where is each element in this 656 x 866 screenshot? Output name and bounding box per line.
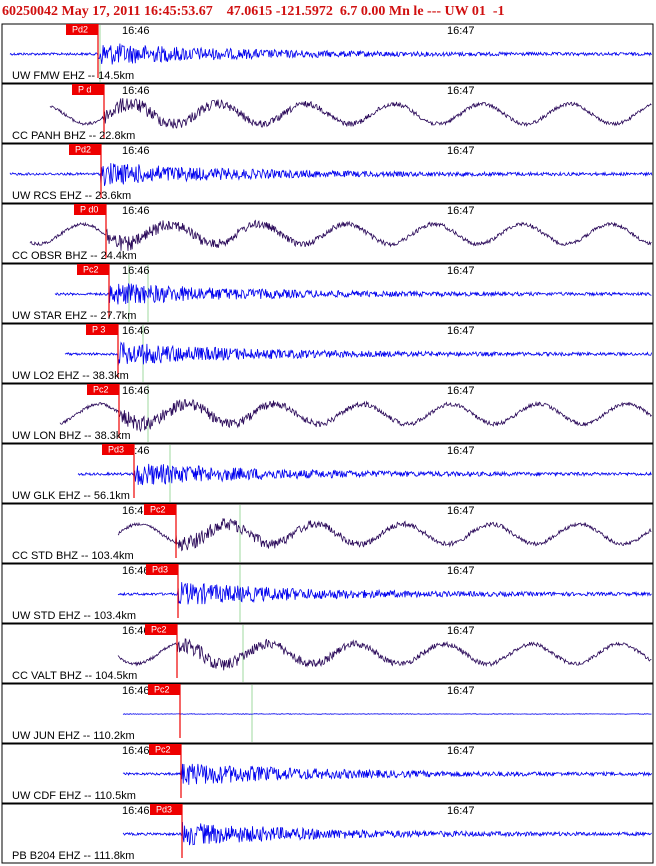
pick-box xyxy=(144,504,176,515)
station-label: UW RCS EHZ -- 23.6km xyxy=(12,190,131,202)
waveform xyxy=(29,219,652,251)
time-label: 16:47 xyxy=(447,505,475,517)
pick-box xyxy=(146,564,178,575)
time-label: 16:46 xyxy=(122,205,150,217)
station-label: CC PANH BHZ -- 22.8km xyxy=(12,130,135,142)
time-label: 16:47 xyxy=(447,805,475,817)
waveform xyxy=(64,341,652,366)
time-label: 16:47 xyxy=(447,85,475,97)
waveform xyxy=(122,713,652,715)
station-label: UW CDF EHZ -- 110.5km xyxy=(12,790,136,802)
pick-box xyxy=(66,24,98,35)
pick-box xyxy=(145,624,177,635)
waveform xyxy=(9,163,653,187)
time-label: 16:47 xyxy=(447,145,475,157)
pick-label: Pd3 xyxy=(156,804,172,814)
time-label: 16:46 xyxy=(122,505,150,517)
pick-box xyxy=(87,384,119,395)
trace-panel xyxy=(1,503,654,564)
pick-label: Pd3 xyxy=(152,564,168,574)
time-label: 16:47 xyxy=(447,325,475,337)
pick-label: P 3 xyxy=(92,324,105,334)
waveform xyxy=(54,282,652,305)
pick-label: Pd2 xyxy=(75,144,91,154)
time-label: 16:47 xyxy=(447,385,475,397)
time-label: 16:46 xyxy=(122,565,150,577)
station-label: UW LON BHZ -- 38.3km xyxy=(12,430,131,442)
station-label: CC STD BHZ -- 103.4km xyxy=(12,550,134,562)
pick-box xyxy=(77,264,109,275)
time-label: 16:47 xyxy=(447,625,475,637)
trace-panel xyxy=(1,623,654,684)
pick-label: Pc2 xyxy=(93,384,109,394)
time-label: 16:47 xyxy=(447,685,475,697)
trace-panel xyxy=(1,743,654,804)
pick-label: Pc2 xyxy=(150,504,166,514)
pick-label: Pc2 xyxy=(83,264,99,274)
waveform xyxy=(9,43,653,65)
waveform xyxy=(77,463,652,486)
time-label: 16:46 xyxy=(122,385,150,397)
station-label: CC OBSR BHZ -- 24.4km xyxy=(12,250,137,262)
pick-box xyxy=(102,444,134,455)
pick-label: Pc2 xyxy=(155,744,171,754)
time-label: 16:46 xyxy=(122,145,150,157)
time-label: 16:46 xyxy=(122,25,150,37)
pick-box xyxy=(72,84,104,95)
time-label: 16:46 xyxy=(122,265,150,277)
waveform xyxy=(122,821,652,846)
station-label: PB B204 EHZ -- 111.8km xyxy=(12,850,134,862)
time-label: 16:47 xyxy=(447,25,475,37)
station-label: CC VALT BHZ -- 104.5km xyxy=(12,670,137,682)
time-label: 16:47 xyxy=(447,565,475,577)
pick-box xyxy=(148,684,180,695)
time-label: 16:47 xyxy=(447,745,475,757)
time-label: 16:46 xyxy=(122,805,150,817)
time-label: 16:47 xyxy=(447,265,475,277)
station-label: UW GLK EHZ -- 56.1km xyxy=(12,490,130,502)
time-label: 16:46 xyxy=(122,325,150,337)
pick-label: Pd2 xyxy=(72,24,88,34)
waveform xyxy=(117,638,652,671)
time-label: 16:46 xyxy=(122,625,150,637)
time-label: 16:46 xyxy=(122,85,150,97)
pick-label: Pc2 xyxy=(151,624,167,634)
station-label: UW JUN EHZ -- 110.2km xyxy=(12,730,135,742)
pick-label: P d xyxy=(78,84,91,94)
time-label: 16:46 xyxy=(122,685,150,697)
pick-box xyxy=(69,144,101,155)
station-label: UW STD EHZ -- 103.4km xyxy=(12,610,136,622)
waveform xyxy=(122,763,652,785)
waveform xyxy=(117,518,652,552)
time-label: 16:46 xyxy=(122,745,150,757)
waveform xyxy=(117,582,652,605)
station-label: UW STAR EHZ -- 27.7km xyxy=(12,310,136,322)
time-label: 16:47 xyxy=(447,445,475,457)
waveform xyxy=(59,398,652,433)
event-header: 60250042 May 17, 2011 16:45:53.67 47.061… xyxy=(2,4,505,19)
pick-label: Pc2 xyxy=(154,684,170,694)
station-label: UW FMW EHZ -- 14.5km xyxy=(12,70,134,82)
station-label: UW LO2 EHZ -- 38.3km xyxy=(12,370,129,382)
pick-box xyxy=(86,324,118,335)
trace-panel xyxy=(1,563,654,624)
pick-box xyxy=(149,744,181,755)
time-label: 16:47 xyxy=(447,205,475,217)
pick-label: Pd3 xyxy=(108,444,124,454)
pick-box xyxy=(74,204,106,215)
pick-label: P d0 xyxy=(80,204,98,214)
waveform xyxy=(49,98,652,129)
pick-box xyxy=(150,804,182,815)
